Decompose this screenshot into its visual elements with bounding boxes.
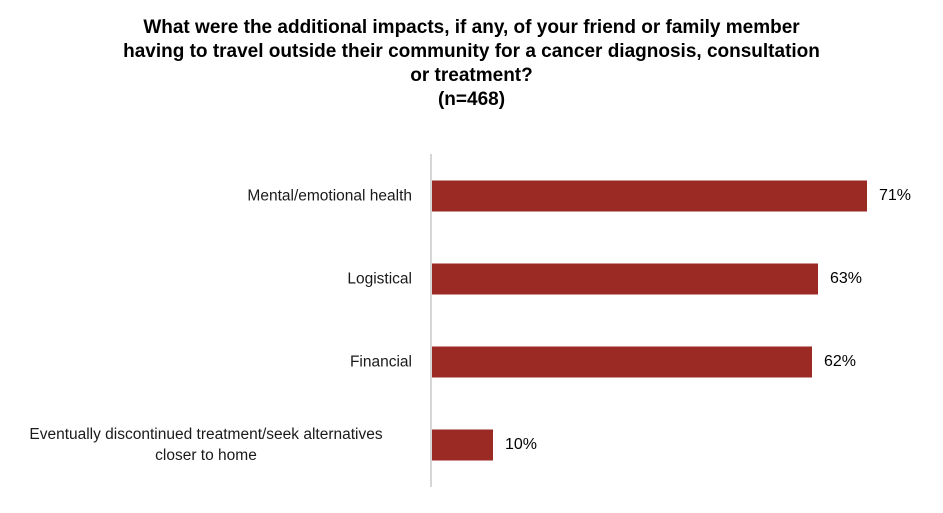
bar bbox=[432, 180, 867, 211]
chart-title-line: having to travel outside their community… bbox=[123, 41, 820, 62]
category-label-line: Mental/emotional health bbox=[247, 187, 412, 204]
y-axis-line bbox=[430, 154, 432, 487]
value-label: 71% bbox=[879, 186, 912, 204]
category-label: Eventually discontinued treatment/seek a… bbox=[0, 424, 412, 466]
value-label: 63% bbox=[830, 269, 863, 287]
category-label-line: Eventually discontinued treatment/seek a… bbox=[29, 426, 383, 444]
plot-area: Mental/emotional health 71% Logistical 63% F… bbox=[0, 154, 943, 487]
value-label: 62% bbox=[824, 353, 857, 370]
bar-row: Eventually discontinued treatment/seek a… bbox=[0, 404, 943, 487]
category-label-line: closer to home bbox=[155, 447, 257, 465]
bar-row: Mental/emotional health 71% bbox=[0, 154, 943, 237]
bar bbox=[432, 346, 812, 378]
bar bbox=[432, 429, 493, 461]
category-label-line: Financial bbox=[349, 353, 412, 371]
chart-title-line: What were the additional impacts, if any… bbox=[143, 17, 800, 38]
sample-size-label: (n=468) bbox=[437, 89, 506, 110]
category-label: Mental/emotional health bbox=[0, 185, 412, 206]
chart-title-line: or treatment? bbox=[410, 65, 533, 86]
chart-title: What were the additional impacts, if any… bbox=[0, 16, 943, 112]
bar-row: Logistical 63% bbox=[0, 237, 943, 320]
bar-row: Financial 62% bbox=[0, 321, 943, 404]
bar bbox=[432, 263, 818, 295]
value-label: 10% bbox=[505, 436, 538, 454]
category-label: Logistical bbox=[0, 268, 412, 289]
category-label: Financial bbox=[0, 352, 412, 373]
category-label-line: Logistical bbox=[347, 270, 412, 288]
